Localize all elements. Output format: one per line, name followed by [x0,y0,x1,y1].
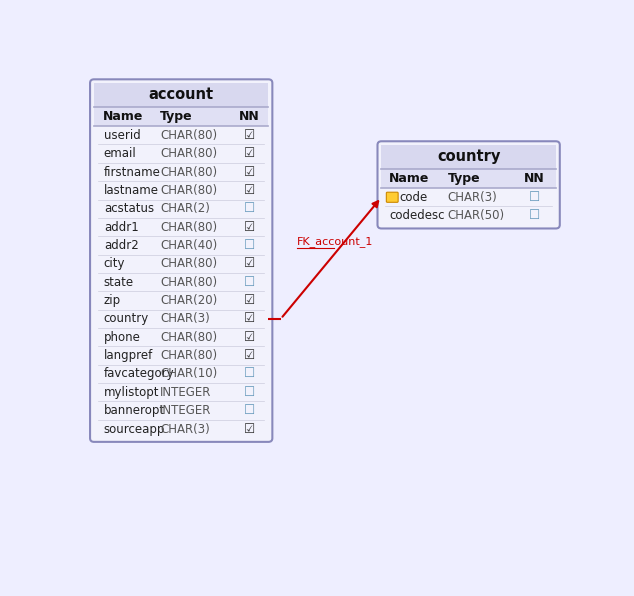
Text: account: account [148,88,214,103]
Bar [382,145,556,169]
FancyBboxPatch shape [377,141,560,228]
Text: addr1: addr1 [104,221,139,234]
Bar [382,206,556,225]
Bar [94,181,268,200]
Text: NN: NN [240,110,260,123]
Bar [94,328,268,346]
Text: ☑: ☑ [244,257,256,271]
Text: ☑: ☑ [244,294,256,307]
Text: addr2: addr2 [104,239,139,252]
Text: CHAR(80): CHAR(80) [160,276,217,288]
Text: favcategory: favcategory [104,368,174,380]
Text: CHAR(80): CHAR(80) [160,221,217,234]
Bar [94,107,268,126]
Text: FK_account_1: FK_account_1 [297,235,373,247]
Bar [94,291,268,310]
Text: lastname: lastname [104,184,159,197]
Bar [382,188,556,206]
Text: ☐: ☐ [244,386,256,399]
Bar [94,83,268,107]
Text: phone: phone [104,331,141,344]
Text: NN: NN [524,172,545,185]
Text: state: state [104,276,134,288]
Bar [94,126,268,144]
Text: mylistopt: mylistopt [104,386,159,399]
Bar [94,273,268,291]
Text: CHAR(80): CHAR(80) [160,257,217,271]
Text: ☑: ☑ [244,221,256,234]
Bar [94,402,268,420]
Text: CHAR(80): CHAR(80) [160,331,217,344]
Text: ☐: ☐ [244,368,256,380]
Text: CHAR(10): CHAR(10) [160,368,217,380]
Text: CHAR(80): CHAR(80) [160,147,217,160]
Text: Type: Type [160,110,193,123]
Bar [94,236,268,254]
Text: ☐: ☐ [244,404,256,417]
Text: CHAR(3): CHAR(3) [448,191,498,204]
Text: ☐: ☐ [529,191,540,204]
Text: sourceapp: sourceapp [104,423,165,436]
Text: country: country [437,150,500,164]
Bar [94,200,268,218]
Text: INTEGER: INTEGER [160,404,212,417]
Text: ☑: ☑ [244,331,256,344]
Text: CHAR(80): CHAR(80) [160,129,217,142]
Text: ☐: ☐ [244,202,256,215]
Text: Name: Name [389,172,429,185]
Text: CHAR(80): CHAR(80) [160,184,217,197]
Text: Name: Name [103,110,143,123]
Text: codedesc: codedesc [390,209,445,222]
Text: ☑: ☑ [244,166,256,179]
Text: banneropt: banneropt [104,404,165,417]
Text: CHAR(20): CHAR(20) [160,294,217,307]
Text: country: country [104,312,149,325]
Text: ☐: ☐ [244,239,256,252]
Text: userid: userid [104,129,141,142]
Bar [94,254,268,273]
Text: CHAR(40): CHAR(40) [160,239,217,252]
Text: city: city [104,257,126,271]
Bar [94,144,268,163]
Text: CHAR(80): CHAR(80) [160,166,217,179]
Text: ☐: ☐ [529,209,540,222]
Text: CHAR(3): CHAR(3) [160,312,210,325]
Text: acstatus: acstatus [104,202,154,215]
Text: ☑: ☑ [244,184,256,197]
Bar [94,346,268,365]
Text: ☑: ☑ [244,129,256,142]
Text: ☑: ☑ [244,147,256,160]
FancyBboxPatch shape [386,193,398,202]
Bar [94,420,268,438]
Text: CHAR(80): CHAR(80) [160,349,217,362]
Text: firstname: firstname [104,166,160,179]
Text: CHAR(2): CHAR(2) [160,202,210,215]
Text: ☑: ☑ [244,349,256,362]
Text: CHAR(50): CHAR(50) [448,209,505,222]
Text: CHAR(3): CHAR(3) [160,423,210,436]
Text: ☐: ☐ [244,276,256,288]
Text: ☑: ☑ [244,312,256,325]
Text: ☑: ☑ [244,423,256,436]
Bar [94,218,268,236]
Text: zip: zip [104,294,121,307]
Bar [94,365,268,383]
Text: INTEGER: INTEGER [160,386,212,399]
Bar [94,383,268,402]
Text: email: email [104,147,136,160]
Bar [94,310,268,328]
FancyBboxPatch shape [90,79,273,442]
Text: Type: Type [448,172,481,185]
Text: langpref: langpref [104,349,153,362]
Bar [382,169,556,188]
Text: code: code [399,191,428,204]
Bar [94,163,268,181]
